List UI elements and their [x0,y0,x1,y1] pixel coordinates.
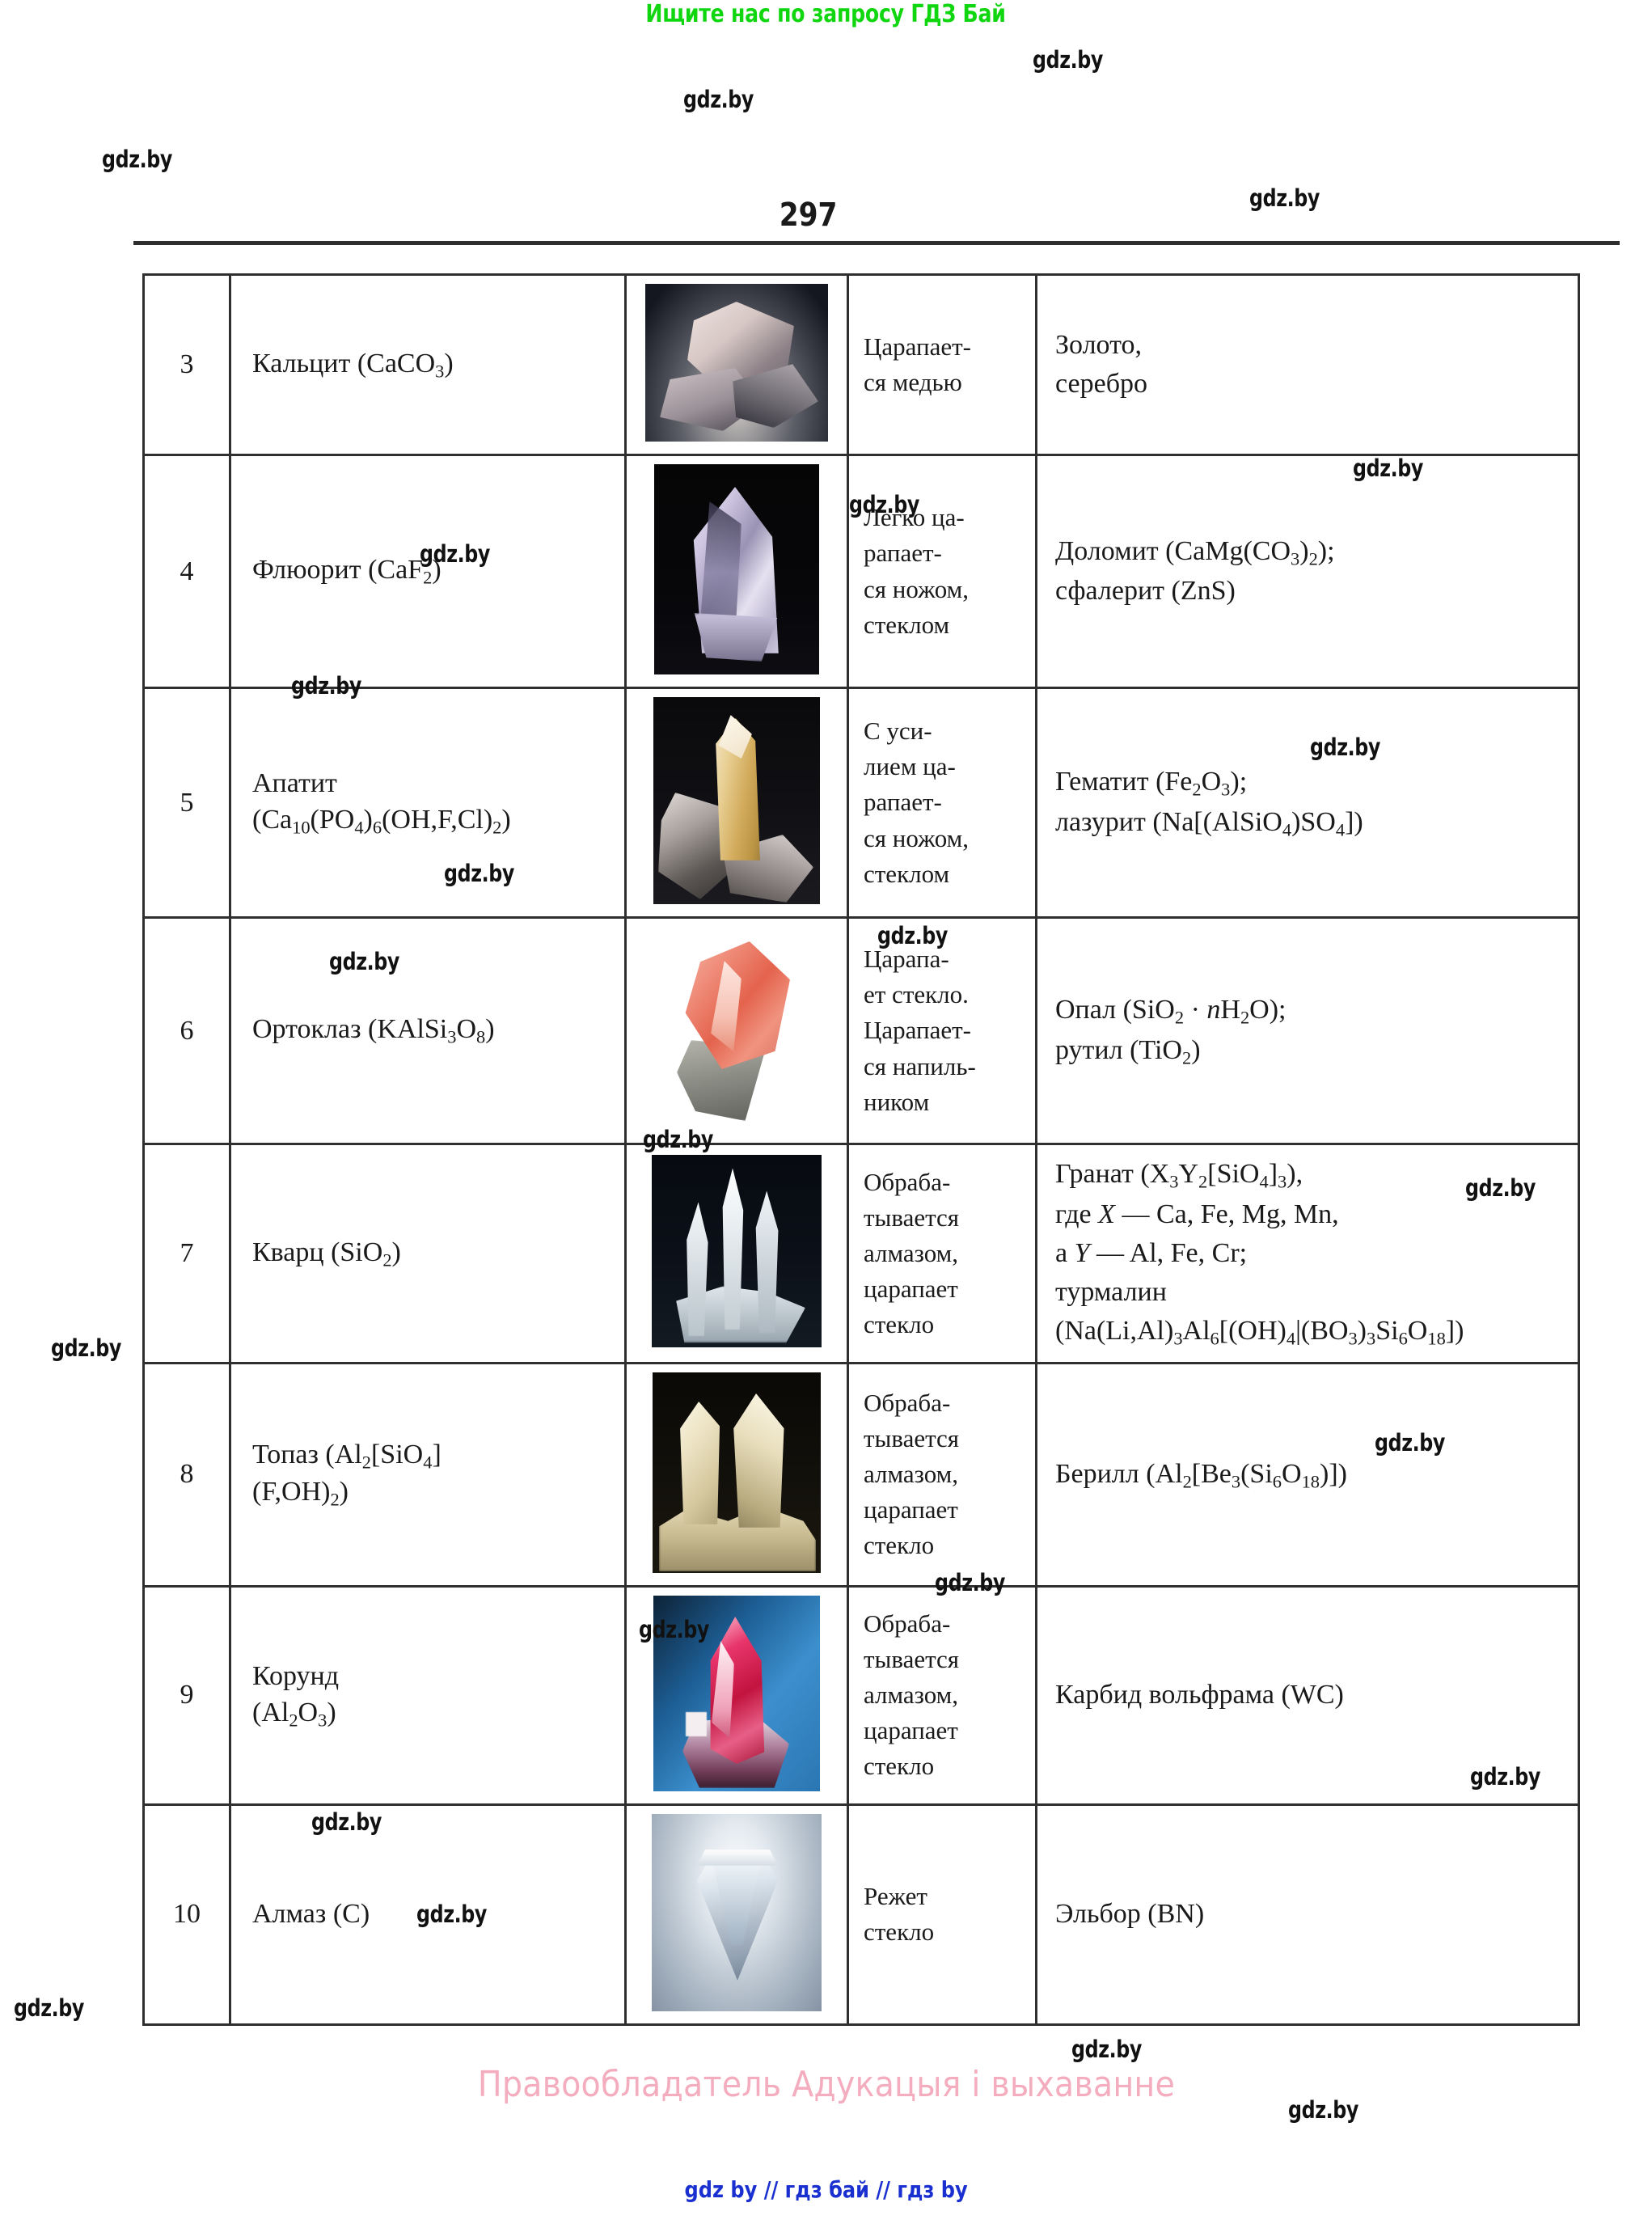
promo-text: Ищите нас по запросу ГДЗ Бай [645,0,1007,28]
cell-hardness-property: Обраба-тывается алмазом, царапает стекло [847,1584,1037,1806]
watermark-gdz: gdz.by [1249,184,1320,212]
cell-analogues: Гематит (Fe2O3); лазурит (Na[(AlSiO4)SO4]… [1035,687,1580,919]
table-row: 7 Кварц (SiO2) Обраба-тывается алмазом, цара… [142,1143,1580,1364]
quartz-photo [652,1155,822,1351]
watermark-gdz: gdz.by [683,86,754,113]
watermark-gdz: gdz.by [102,146,172,173]
cell-analogues: Берилл (Al2[Be3(Si6O18)]) [1035,1361,1580,1588]
table-row: 8 Топаз (Al2[SiO4] (F,OH)2) Обраба-тывается… [142,1361,1580,1588]
watermark-gdz: gdz.by [14,1994,84,2022]
cell-hardness-property: Обраба-тывается алмазом, царапает стекло [847,1143,1037,1364]
fluorite-photo [654,464,819,678]
table-row: 4 Флюорит (CaF2) Легко ца-рапает-ся ножом,… [142,454,1580,689]
cell-hardness-number: 7 [142,1143,231,1364]
cell-mineral-name: Апатит (Ca10(PO4)6(OH,F,Cl)2) [229,687,627,919]
promo-banner: Ищите нас по запросу ГДЗ Бай [0,0,1652,28]
table-row: 10 Алмаз (C) Режет стекло Эльбор (BN) [142,1803,1580,2026]
cell-mineral-name: Алмаз (C) [229,1803,627,2026]
cell-hardness-number: 8 [142,1361,231,1588]
cell-mineral-name: Корунд (Al2O3) [229,1584,627,1806]
cell-analogues: Опал (SiO2 · nH2O); рутил (TiO2) [1035,916,1580,1145]
header-rule [133,241,1620,245]
cell-hardness-number: 10 [142,1803,231,2026]
watermark-gdz: gdz.by [1071,2036,1142,2063]
table-row: 9 Корунд (Al2O3) Обраба-тывается алмазом, цар… [142,1584,1580,1806]
cell-hardness-number: 5 [142,687,231,919]
apatite-photo [653,697,820,907]
cell-mineral-name: Ортоклаз (KAlSi3O8) [229,916,627,1145]
watermark-gdz: gdz.by [1033,46,1103,74]
table-row: 5 Апатит (Ca10(PO4)6(OH,F,Cl)2) С уси-лием … [142,687,1580,919]
cell-mineral-name: Кальцит (CaCO3) [229,273,627,456]
cell-hardness-number: 6 [142,916,231,1145]
cell-hardness-property: Царапа-ет стекло. Царапает-ся напиль-нико… [847,916,1037,1145]
cell-analogues: Эльбор (BN) [1035,1803,1580,2026]
orthoclase-photo [653,927,821,1134]
cell-mineral-image [624,454,849,689]
table-row: 3 Кальцит (CaCO3) Царапает-ся медью Золото,… [142,273,1580,456]
table-row: 6 Ортоклаз (KAlSi3O8) Царапа-ет стекло. Цар… [142,916,1580,1145]
cell-hardness-property: С уси-лием ца-рапает-ся ножом, стеклом [847,687,1037,919]
cell-mineral-name: Топаз (Al2[SiO4] (F,OH)2) [229,1361,627,1588]
cell-mineral-image [624,916,849,1145]
page-number: 297 [779,197,837,234]
cell-analogues: Карбид вольфрама (WC) [1035,1584,1580,1806]
diamond-photo [652,1813,822,2015]
footer-links[interactable]: gdz by // гдз бай // гдз by [0,2176,1652,2203]
cell-mineral-image [624,1803,849,2026]
corundum-photo [653,1595,820,1795]
cell-hardness-property: Легко ца-рапает-ся ножом, стеклом [847,454,1037,689]
watermark-gdz: gdz.by [51,1334,121,1362]
cell-analogues: Гранат (X3Y2[SiO4]3), где X — Ca, Fe, Mg,… [1035,1143,1580,1364]
cell-mineral-image [624,687,849,919]
mohs-hardness-table: 3 Кальцит (CaCO3) Царапает-ся медью Золото,… [142,273,1580,2026]
cell-hardness-property: Царапает-ся медью [847,273,1037,456]
cell-hardness-number: 3 [142,273,231,456]
cell-mineral-image [624,1143,849,1364]
copyright-text: Правообладатель Адукацыя і выхаванне [477,2064,1175,2105]
cell-hardness-number: 9 [142,1584,231,1806]
footer-links-text[interactable]: gdz by // гдз бай // гдз by [684,2176,968,2203]
copyright-notice: Правообладатель Адукацыя і выхаванне [0,2064,1652,2105]
topaz-photo [653,1372,821,1576]
calcite-photo [645,284,828,445]
cell-mineral-image [624,1361,849,1588]
cell-mineral-image [624,273,849,456]
cell-mineral-name: Кварц (SiO2) [229,1143,627,1364]
cell-hardness-property: Режет стекло [847,1803,1037,2026]
cell-analogues: Золото, серебро [1035,273,1580,456]
cell-mineral-name: Флюорит (CaF2) [229,454,627,689]
cell-hardness-number: 4 [142,454,231,689]
cell-analogues: Доломит (CaMg(CO3)2); сфалерит (ZnS) [1035,454,1580,689]
cell-mineral-image [624,1584,849,1806]
cell-hardness-property: Обраба-тывается алмазом, царапает стекло [847,1361,1037,1588]
